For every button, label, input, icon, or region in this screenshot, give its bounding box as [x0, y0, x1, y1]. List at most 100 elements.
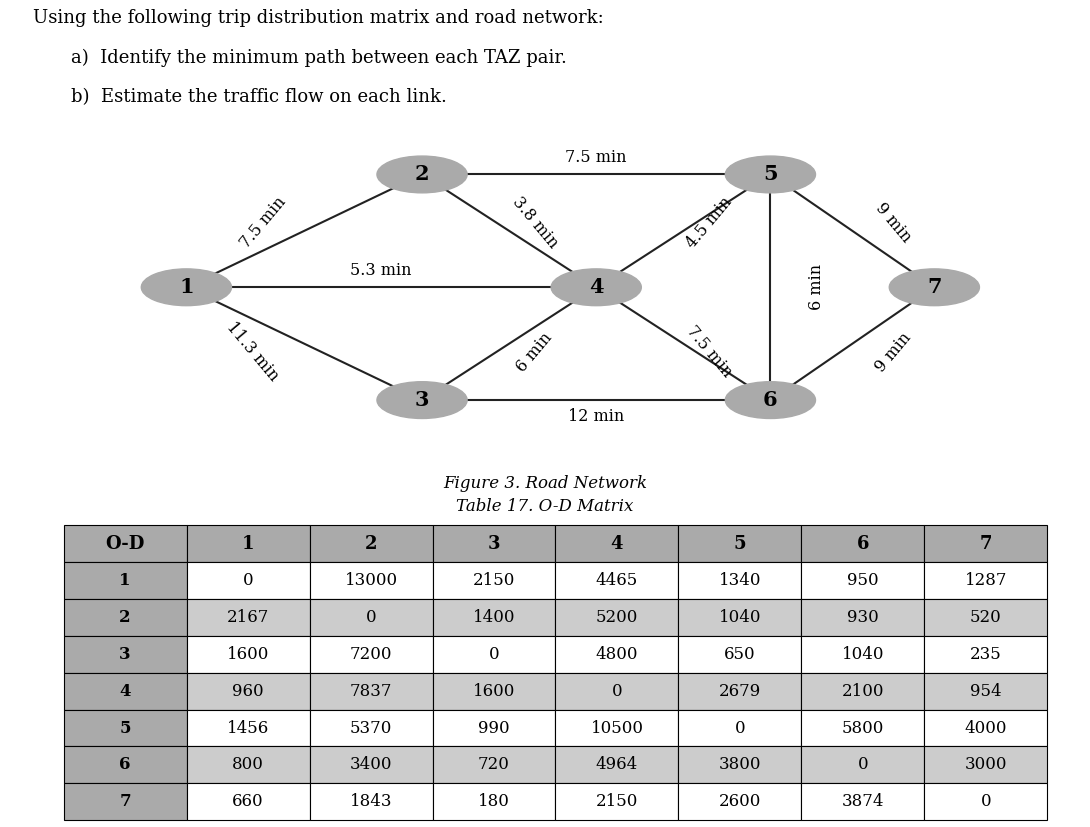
Text: 2: 2	[365, 535, 377, 552]
Text: O-D: O-D	[106, 535, 145, 552]
Bar	[433, 672, 556, 710]
Text: 0: 0	[243, 572, 253, 589]
Text: 6 min: 6 min	[513, 329, 556, 375]
Bar	[433, 562, 556, 599]
Text: 800: 800	[232, 757, 264, 773]
Text: 3: 3	[119, 646, 131, 662]
Circle shape	[552, 269, 641, 306]
Bar	[310, 747, 433, 783]
Text: 1: 1	[242, 535, 254, 552]
Bar	[801, 672, 924, 710]
Text: 180: 180	[479, 793, 510, 810]
Bar	[556, 562, 678, 599]
Text: 0: 0	[366, 609, 376, 626]
Bar	[801, 599, 924, 636]
Text: 3000: 3000	[965, 757, 1007, 773]
Bar	[556, 525, 678, 562]
Bar	[433, 783, 556, 820]
Bar	[556, 636, 678, 672]
Text: 650: 650	[724, 646, 755, 662]
Bar	[924, 672, 1047, 710]
Text: 2150: 2150	[596, 793, 638, 810]
Text: 950: 950	[847, 572, 879, 589]
Circle shape	[142, 269, 231, 306]
Text: 9 min: 9 min	[872, 199, 915, 246]
Text: 6 min: 6 min	[808, 264, 825, 310]
Bar	[678, 747, 801, 783]
Text: 0: 0	[735, 719, 746, 737]
Circle shape	[725, 382, 815, 418]
Text: 4800: 4800	[596, 646, 638, 662]
Text: Using the following trip distribution matrix and road network:: Using the following trip distribution ma…	[33, 8, 604, 26]
Text: 660: 660	[232, 793, 264, 810]
Text: 1: 1	[120, 572, 131, 589]
Text: 954: 954	[970, 682, 1002, 700]
Bar	[924, 525, 1047, 562]
Text: 520: 520	[970, 609, 1002, 626]
Text: 1340: 1340	[718, 572, 761, 589]
Text: 2679: 2679	[718, 682, 761, 700]
Text: 4: 4	[120, 682, 131, 700]
Text: 4.5 min: 4.5 min	[682, 194, 735, 251]
Bar	[556, 747, 678, 783]
Text: 3800: 3800	[718, 757, 761, 773]
Text: 13000: 13000	[344, 572, 398, 589]
Text: 4: 4	[610, 535, 623, 552]
Text: 2: 2	[119, 609, 131, 626]
Bar	[924, 636, 1047, 672]
Bar	[186, 636, 310, 672]
Bar	[924, 562, 1047, 599]
Bar	[801, 525, 924, 562]
Text: 6: 6	[120, 757, 131, 773]
Bar	[63, 599, 186, 636]
Text: 0: 0	[858, 757, 868, 773]
Bar	[63, 747, 186, 783]
Bar	[186, 710, 310, 747]
Text: 7: 7	[980, 535, 992, 552]
Bar	[186, 599, 310, 636]
Bar	[801, 783, 924, 820]
Bar	[310, 636, 433, 672]
Text: 5370: 5370	[350, 719, 392, 737]
Bar	[801, 747, 924, 783]
Bar	[678, 562, 801, 599]
Bar	[186, 747, 310, 783]
Text: 930: 930	[847, 609, 879, 626]
Text: 3: 3	[487, 535, 500, 552]
Text: 12 min: 12 min	[568, 409, 625, 425]
Bar	[433, 710, 556, 747]
Text: 1400: 1400	[473, 609, 516, 626]
Text: 7837: 7837	[350, 682, 392, 700]
Text: 5200: 5200	[596, 609, 638, 626]
Text: 0: 0	[488, 646, 499, 662]
Text: a)  Identify the minimum path between each TAZ pair.: a) Identify the minimum path between eac…	[71, 49, 567, 67]
Bar	[924, 710, 1047, 747]
Text: 7.5 min: 7.5 min	[566, 149, 627, 166]
Bar	[63, 636, 186, 672]
Bar	[924, 783, 1047, 820]
Bar	[556, 672, 678, 710]
Bar	[433, 599, 556, 636]
Circle shape	[377, 156, 468, 193]
Text: 2100: 2100	[841, 682, 884, 700]
Text: 7: 7	[119, 793, 131, 810]
Text: 7.5 min: 7.5 min	[682, 323, 736, 381]
Text: 3.8 min: 3.8 min	[508, 194, 561, 251]
Text: 1843: 1843	[350, 793, 392, 810]
Bar	[678, 525, 801, 562]
Text: 5: 5	[734, 535, 747, 552]
Text: 960: 960	[232, 682, 264, 700]
Text: 1456: 1456	[227, 719, 269, 737]
Bar	[63, 672, 186, 710]
Text: 6: 6	[857, 535, 869, 552]
Text: 720: 720	[479, 757, 510, 773]
Text: 1287: 1287	[965, 572, 1007, 589]
Text: 990: 990	[479, 719, 510, 737]
Text: 2600: 2600	[718, 793, 761, 810]
Text: 3874: 3874	[841, 793, 884, 810]
Circle shape	[725, 156, 815, 193]
Bar	[186, 562, 310, 599]
Text: 1600: 1600	[227, 646, 269, 662]
Text: 6: 6	[763, 390, 778, 410]
Text: 5800: 5800	[841, 719, 884, 737]
